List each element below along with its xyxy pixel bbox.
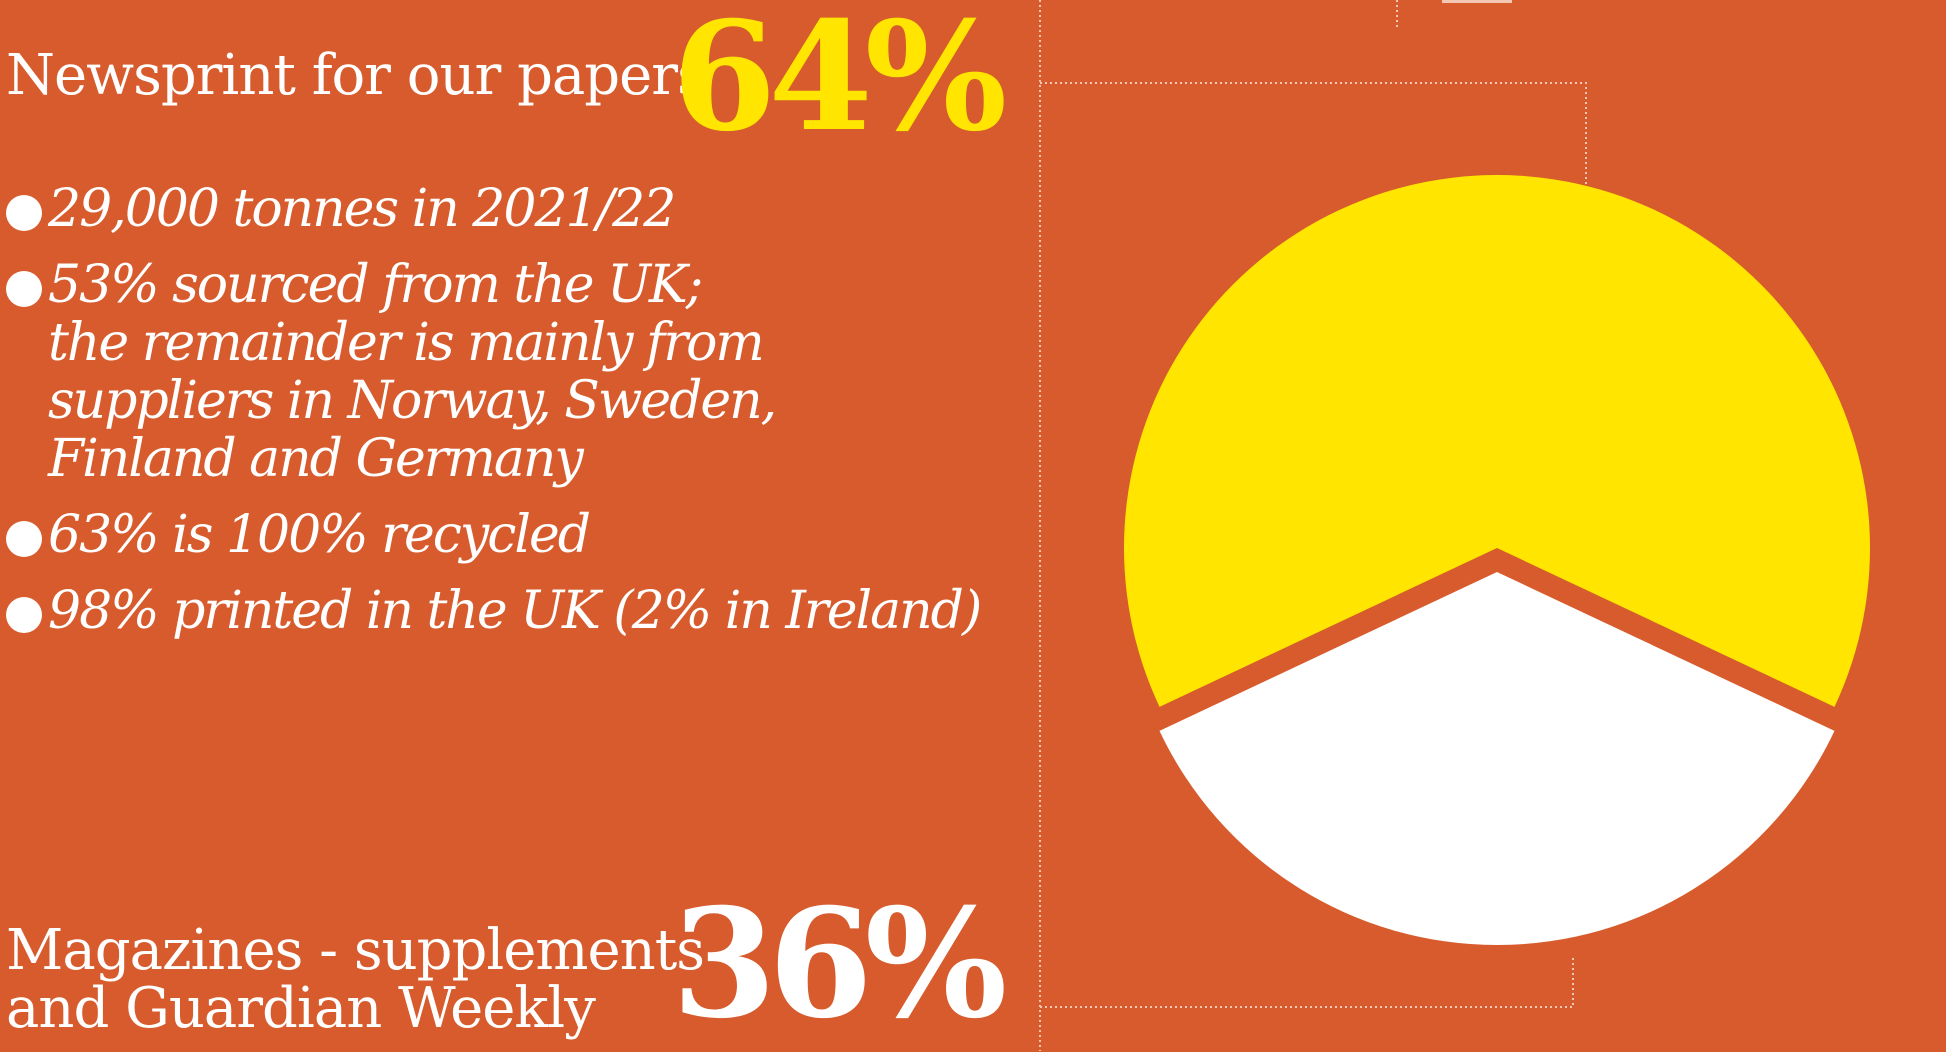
newsprint-bullet-list: 29,000 tonnes in 2021/22 53% sourced fro… — [6, 180, 1006, 658]
bullet-text: 63% is 100% recycled — [48, 505, 591, 565]
leader-line-magazines — [1040, 955, 1574, 1008]
bullet-dot-icon — [6, 195, 42, 231]
bullet-text: the remainder is mainly from — [48, 313, 765, 373]
pie-slice-magazines — [1159, 572, 1835, 945]
bullet-dot-icon — [6, 597, 42, 633]
magazines-label-line: Magazines - supplements — [6, 918, 705, 983]
bullet-text: 53% sourced from the UK; — [48, 255, 703, 315]
bullet-text: 29,000 tonnes in 2021/22 — [48, 179, 676, 239]
magazines-percent: 36% — [672, 876, 1007, 1052]
leader-line-newsprint — [1040, 82, 1587, 198]
magazines-label-line: and Guardian Weekly — [6, 976, 596, 1041]
bullet-dot-icon — [6, 521, 42, 557]
newsprint-percent: 64% — [672, 0, 1007, 165]
magazines-label: Magazines - supplements and Guardian Wee… — [6, 918, 705, 1041]
bullet-item: 98% printed in the UK (2% in Ireland) — [6, 582, 1006, 640]
bullet-item: 63% is 100% recycled — [6, 506, 1006, 564]
bullet-text: Finland and Germany — [48, 429, 584, 489]
newsprint-label: Newsprint for our papers — [6, 43, 706, 108]
bullet-item: 53% sourced from the UK; the remainder i… — [6, 256, 1006, 488]
bullet-text: 98% printed in the UK (2% in Ireland) — [48, 581, 982, 641]
bullet-text: suppliers in Norway, Sweden, — [48, 371, 777, 431]
pie-slice-newsprint — [1124, 174, 1871, 707]
bullet-dot-icon — [6, 271, 42, 307]
bullet-item: 29,000 tonnes in 2021/22 — [6, 180, 1006, 238]
top-remnant-mark — [1442, 0, 1512, 3]
